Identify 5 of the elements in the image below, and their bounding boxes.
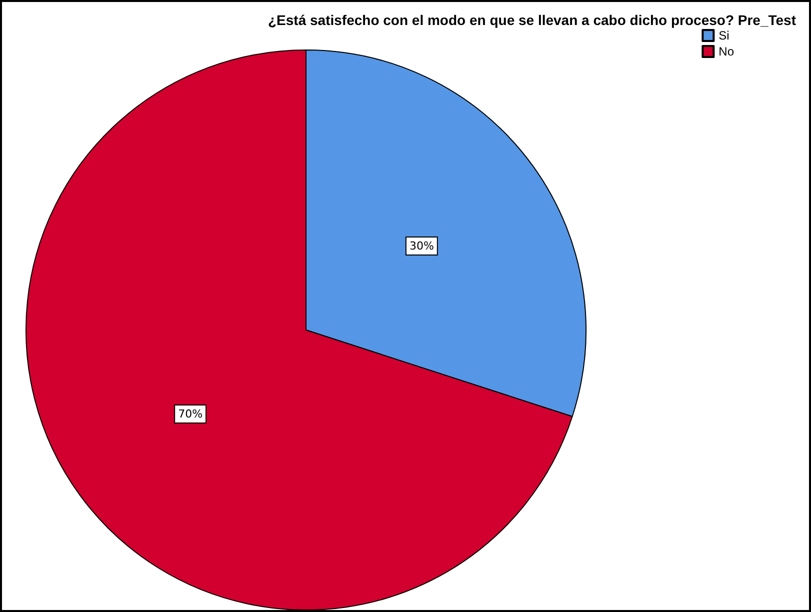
legend-label: Si (718, 28, 730, 42)
data-label: 70% (178, 408, 203, 421)
data-label: 30% (409, 239, 434, 252)
chart-title: ¿Está satisfecho con el modo en que se llevan a cabo dicho proceso? Pre_Test (268, 12, 796, 28)
legend-label: No (718, 44, 734, 58)
